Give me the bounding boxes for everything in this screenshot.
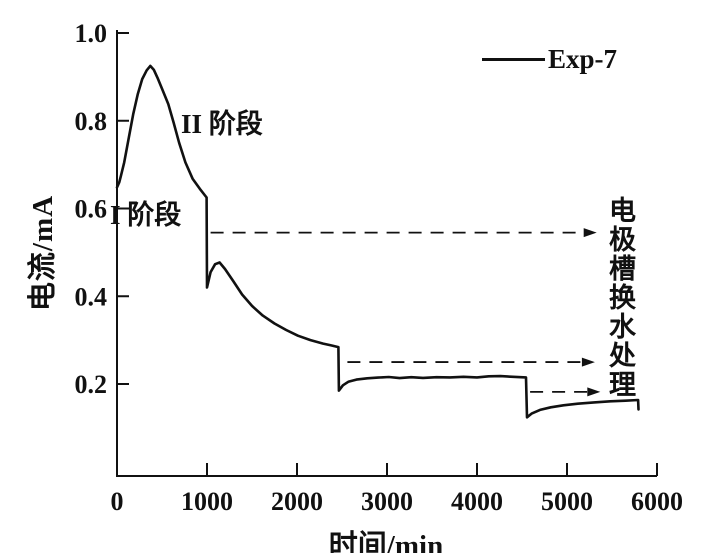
y-tick-label: 0.2 [75, 370, 108, 399]
legend-series-label: Exp-7 [548, 44, 618, 74]
legend-line-sample [482, 57, 545, 61]
x-tick-label: 1000 [181, 487, 233, 516]
legend: Exp-7 [482, 44, 617, 74]
side-note-vertical-text: 电极槽换水处理 [605, 195, 635, 399]
stage-2-annotation: II 阶段 [181, 109, 263, 139]
y-tick-label: 0.8 [75, 107, 108, 136]
axes-spine [116, 30, 657, 477]
x-axis-label: 时间/min [328, 530, 444, 553]
y-axis-label: 电流/mA [27, 194, 59, 312]
event-arrow-head [587, 387, 601, 397]
y-tick-label: 0.6 [75, 195, 108, 224]
y-tick-label: 0.4 [75, 282, 108, 311]
y-tick-label: 1.0 [75, 19, 108, 48]
x-tick-label: 0 [111, 487, 124, 516]
x-tick-label: 3000 [361, 487, 413, 516]
event-arrow-head [581, 357, 595, 367]
curve-exp-7 [115, 64, 640, 419]
x-tick-label: 4000 [451, 487, 503, 516]
event-arrow-head [583, 228, 597, 238]
x-tick-label: 5000 [541, 487, 593, 516]
stage-1-annotation: I 阶段 [110, 200, 182, 230]
x-tick-label: 2000 [271, 487, 323, 516]
x-tick-label: 6000 [631, 487, 683, 516]
